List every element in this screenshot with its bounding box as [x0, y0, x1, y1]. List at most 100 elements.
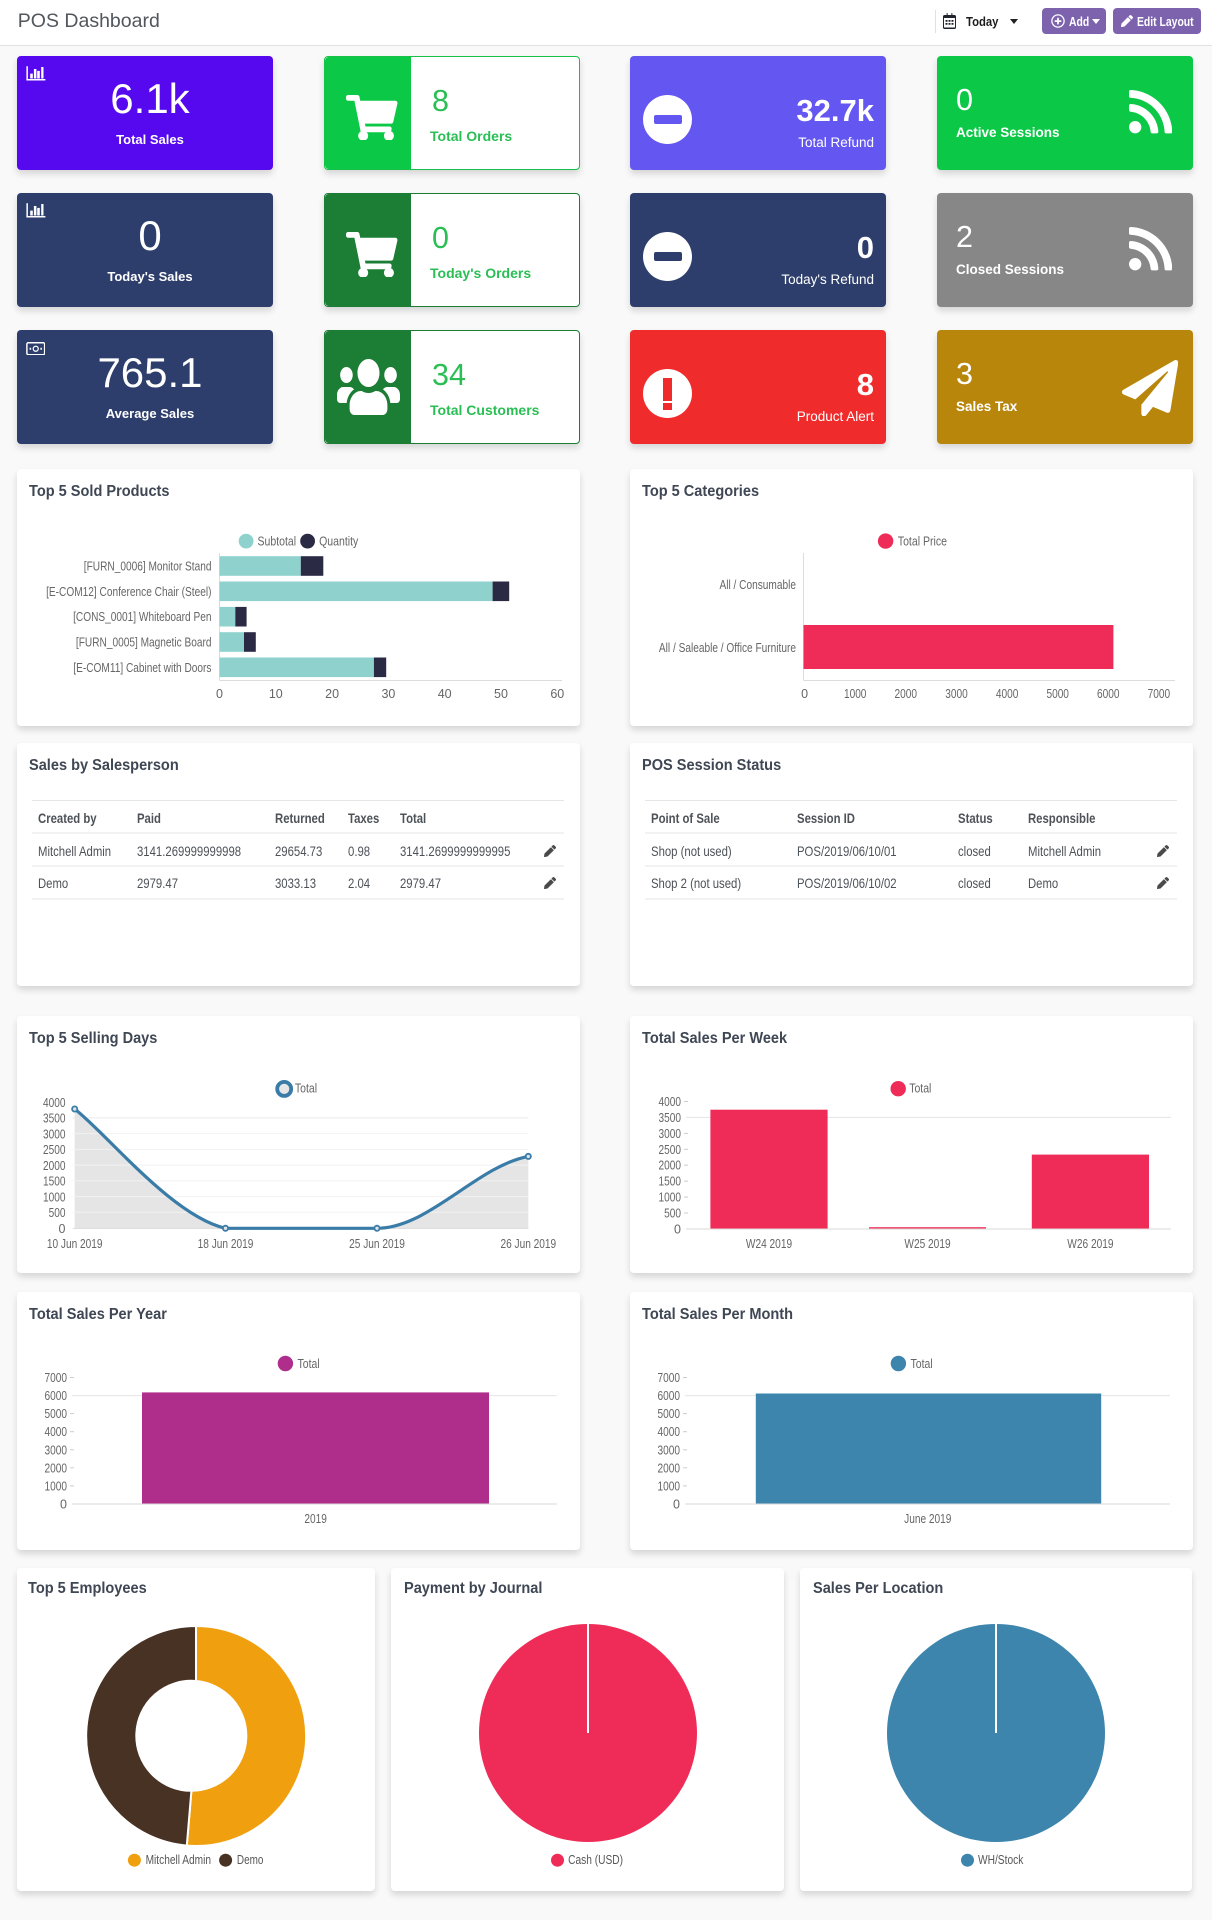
svg-text:Mitchell Admin: Mitchell Admin — [146, 1853, 211, 1867]
svg-text:1000: 1000 — [659, 1191, 682, 1205]
svg-text:7000: 7000 — [658, 1371, 681, 1385]
svg-text:Mitchell Admin: Mitchell Admin — [38, 843, 111, 859]
svg-text:Responsible: Responsible — [1028, 810, 1096, 826]
svg-text:W25 2019: W25 2019 — [904, 1237, 950, 1251]
svg-text:0.98: 0.98 — [348, 843, 370, 859]
svg-text:2000: 2000 — [895, 687, 918, 701]
svg-text:10 Jun 2019: 10 Jun 2019 — [47, 1237, 103, 1251]
svg-text:6000: 6000 — [1097, 687, 1120, 701]
svg-text:1000: 1000 — [45, 1479, 68, 1493]
svg-text:Total: Total — [909, 1081, 931, 1096]
svg-text:7000: 7000 — [45, 1371, 68, 1385]
svg-text:Demo: Demo — [237, 1853, 264, 1867]
svg-text:0: 0 — [801, 687, 808, 701]
svg-text:Mitchell Admin: Mitchell Admin — [1028, 843, 1101, 859]
svg-text:2979.47: 2979.47 — [137, 875, 178, 891]
svg-text:Total: Total — [911, 1356, 933, 1371]
svg-text:POS/2019/06/10/02: POS/2019/06/10/02 — [797, 875, 897, 891]
svg-text:2500: 2500 — [659, 1143, 682, 1157]
svg-text:5000: 5000 — [1046, 687, 1069, 701]
svg-text:WH/Stock: WH/Stock — [978, 1853, 1024, 1867]
svg-text:4000: 4000 — [996, 687, 1019, 701]
svg-text:3000: 3000 — [43, 1127, 66, 1141]
svg-text:18 Jun 2019: 18 Jun 2019 — [198, 1237, 254, 1251]
svg-text:6000: 6000 — [658, 1389, 681, 1403]
svg-text:3000: 3000 — [45, 1443, 68, 1457]
svg-text:W26 2019: W26 2019 — [1067, 1237, 1113, 1251]
svg-text:Subtotal: Subtotal — [258, 533, 297, 548]
svg-text:20: 20 — [325, 687, 339, 701]
svg-text:Total: Total — [298, 1356, 320, 1371]
svg-text:Shop 2 (not used): Shop 2 (not used) — [651, 875, 741, 891]
svg-text:10: 10 — [269, 687, 283, 701]
svg-text:1000: 1000 — [658, 1479, 681, 1493]
svg-text:Taxes: Taxes — [348, 810, 379, 826]
svg-text:50: 50 — [494, 687, 508, 701]
svg-text:Point of Sale: Point of Sale — [651, 810, 720, 826]
svg-text:All / Saleable / Office Furnit: All / Saleable / Office Furniture — [659, 641, 796, 655]
svg-text:500: 500 — [49, 1206, 66, 1220]
svg-text:W24 2019: W24 2019 — [746, 1237, 792, 1251]
svg-text:0: 0 — [60, 1498, 67, 1512]
svg-text:0: 0 — [673, 1498, 680, 1512]
svg-text:29654.73: 29654.73 — [275, 843, 322, 859]
svg-text:1500: 1500 — [659, 1175, 682, 1189]
svg-text:4000: 4000 — [43, 1096, 66, 1110]
svg-text:5000: 5000 — [45, 1407, 68, 1421]
svg-text:60: 60 — [550, 687, 564, 701]
svg-text:[E-COM11] Cabinet with Doors: [E-COM11] Cabinet with Doors — [73, 661, 211, 675]
svg-text:3500: 3500 — [659, 1111, 682, 1125]
svg-text:40: 40 — [438, 687, 452, 701]
svg-text:All / Consumable: All / Consumable — [720, 578, 797, 592]
svg-text:4000: 4000 — [45, 1425, 68, 1439]
svg-text:[FURN_0006] Monitor Stand: [FURN_0006] Monitor Stand — [84, 560, 212, 574]
svg-text:1000: 1000 — [844, 687, 867, 701]
svg-text:3141.2699999999995: 3141.2699999999995 — [400, 843, 511, 859]
svg-text:2019: 2019 — [304, 1512, 327, 1526]
svg-text:2000: 2000 — [658, 1461, 681, 1475]
svg-text:0: 0 — [674, 1223, 681, 1237]
svg-text:3000: 3000 — [945, 687, 968, 701]
svg-text:Cash (USD): Cash (USD) — [568, 1853, 623, 1867]
svg-text:[FURN_0005] Magnetic Board: [FURN_0005] Magnetic Board — [76, 636, 212, 650]
svg-text:Total Price: Total Price — [898, 533, 947, 548]
svg-text:3141.269999999998: 3141.269999999998 — [137, 843, 241, 859]
svg-text:3033.13: 3033.13 — [275, 875, 316, 891]
svg-text:Status: Status — [958, 810, 993, 826]
svg-text:closed: closed — [958, 843, 991, 859]
svg-text:5000: 5000 — [658, 1407, 681, 1421]
svg-text:June 2019: June 2019 — [904, 1512, 951, 1526]
svg-text:Returned: Returned — [275, 810, 325, 826]
svg-text:25 Jun 2019: 25 Jun 2019 — [349, 1237, 405, 1251]
svg-text:Paid: Paid — [137, 810, 161, 826]
svg-text:Demo: Demo — [1028, 875, 1058, 891]
svg-text:Total: Total — [400, 810, 426, 826]
svg-text:1500: 1500 — [43, 1175, 66, 1189]
svg-text:2000: 2000 — [43, 1159, 66, 1173]
svg-text:2979.47: 2979.47 — [400, 875, 441, 891]
svg-text:4000: 4000 — [659, 1095, 682, 1109]
svg-text:Demo: Demo — [38, 875, 68, 891]
svg-text:Session ID: Session ID — [797, 810, 855, 826]
svg-text:closed: closed — [958, 875, 991, 891]
svg-text:[E-COM12] Conference Chair (St: [E-COM12] Conference Chair (Steel) — [46, 585, 211, 599]
svg-text:[CONS_0001] Whiteboard Pen: [CONS_0001] Whiteboard Pen — [73, 610, 211, 624]
svg-text:7000: 7000 — [1148, 687, 1171, 701]
svg-text:2.04: 2.04 — [348, 875, 370, 891]
svg-text:26 Jun 2019: 26 Jun 2019 — [500, 1237, 556, 1251]
svg-text:3500: 3500 — [43, 1112, 66, 1126]
svg-text:POS/2019/06/10/01: POS/2019/06/10/01 — [797, 843, 897, 859]
svg-text:0: 0 — [216, 687, 223, 701]
svg-text:0: 0 — [59, 1222, 66, 1236]
svg-text:30: 30 — [381, 687, 395, 701]
svg-text:2000: 2000 — [45, 1461, 68, 1475]
svg-text:Shop (not used): Shop (not used) — [651, 843, 732, 859]
svg-text:Quantity: Quantity — [319, 533, 359, 548]
svg-text:2000: 2000 — [659, 1159, 682, 1173]
svg-text:Total: Total — [295, 1081, 317, 1096]
svg-text:500: 500 — [664, 1207, 681, 1221]
svg-text:3000: 3000 — [658, 1443, 681, 1457]
svg-text:6000: 6000 — [45, 1389, 68, 1403]
svg-text:4000: 4000 — [658, 1425, 681, 1439]
svg-text:3000: 3000 — [659, 1127, 682, 1141]
